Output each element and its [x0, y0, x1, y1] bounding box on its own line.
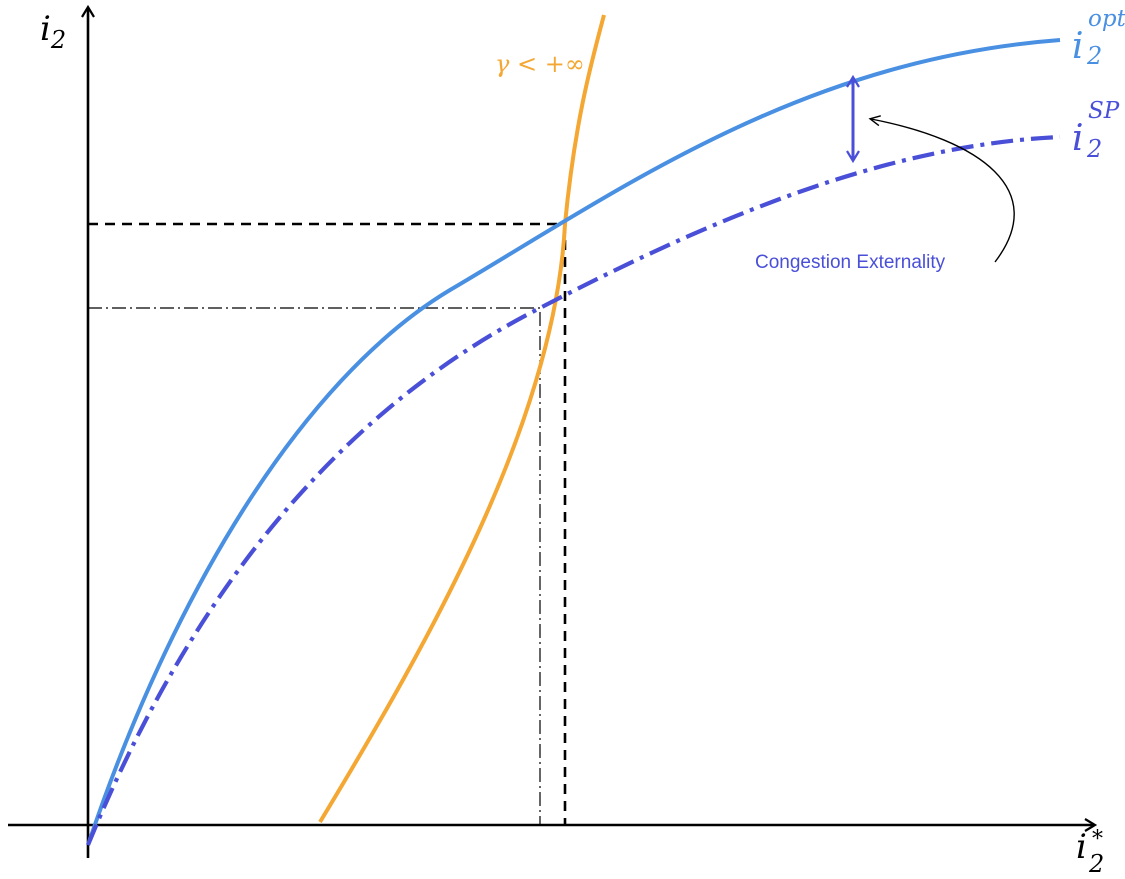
congestion-externality-label: Congestion Externality: [755, 252, 946, 273]
opt-intersection-guide: [88, 222, 567, 825]
sp-curve-label-sup: SP: [1088, 98, 1120, 124]
y-axis-label: i2: [40, 9, 66, 54]
annotation-pointer-arrow: [868, 115, 1015, 263]
sp-intersection-guide: [88, 307, 541, 825]
opt-curve: [86, 38, 1061, 846]
opt-curve-label-base: i: [1072, 26, 1084, 67]
gamma-curve: [318, 14, 606, 824]
sp-curve: [86, 134, 1061, 846]
opt-curve-label-sub: 2: [1086, 42, 1102, 70]
sp-curve-label-sub: 2: [1086, 135, 1102, 163]
x-axis-label: i: [1076, 827, 1087, 867]
x-axis-label-sub: 2: [1088, 850, 1104, 878]
gamma-curve-label: γ < +∞: [495, 50, 585, 78]
opt-curve-label-sup: opt: [1088, 6, 1125, 32]
x-axis-label-sup: *: [1092, 827, 1103, 852]
sp-curve-label-base: i: [1072, 118, 1084, 159]
